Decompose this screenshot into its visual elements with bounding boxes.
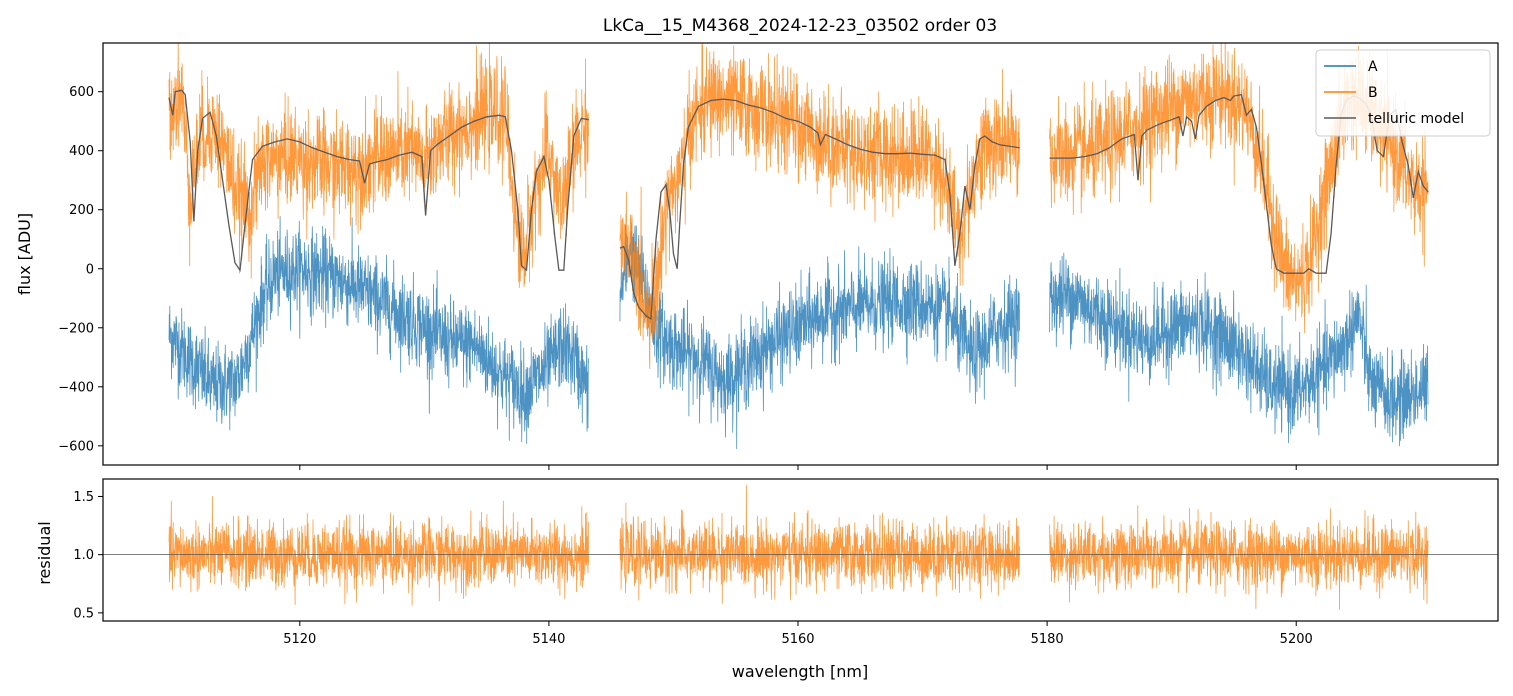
legend-label-a: A (1368, 59, 1378, 75)
flux-series-layer (168, 43, 1429, 450)
flux-y-tick-label: 0 (86, 262, 94, 277)
telluric-model-segment-2 (619, 98, 1020, 320)
chart-title: LkCa__15_M4368_2024-12-23_03502 order 03 (603, 16, 997, 36)
x-tick-label: 5120 (283, 632, 316, 647)
legend-box (1315, 49, 1491, 137)
residual-y-tick-label: 1.0 (73, 548, 94, 563)
flux-y-ticks: 600 400 200 0 −200 −400 −600 (58, 85, 103, 454)
x-tick-label: 5180 (1031, 632, 1064, 647)
residual-y-axis-label: residual (35, 521, 54, 584)
residual-y-ticks: 1.5 1.0 0.5 (73, 490, 103, 621)
residual-x-ticks: 5120 5140 5160 5180 5200 (283, 621, 1313, 647)
flux-y-tick-label: 600 (69, 85, 94, 100)
residual-y-tick-label: 1.5 (73, 490, 94, 505)
flux-series-a-segment-3 (1049, 252, 1429, 447)
flux-y-axis-label: flux [ADU] (15, 213, 34, 295)
legend-label-b: B (1368, 85, 1378, 101)
flux-series-a-segment-2 (619, 217, 1020, 450)
residual-series-segment-2 (619, 484, 1020, 604)
flux-series-b-segment-2 (619, 43, 1020, 370)
flux-panel: 600 400 200 0 −200 −400 −600 flux [ADU] (15, 42, 1499, 470)
telluric-model-segment-3 (1049, 93, 1429, 274)
residual-series-layer (103, 484, 1498, 610)
flux-y-tick-label: −400 (58, 380, 94, 395)
residual-panel: 1.51.00.5 5120 5140 5160 5180 5200 residual … (35, 478, 1499, 681)
x-axis-label: wavelength [nm] (732, 662, 869, 681)
flux-y-tick-label: 200 (69, 203, 94, 218)
x-tick-label: 5140 (532, 632, 565, 647)
flux-series-a-segment-1 (168, 216, 589, 444)
flux-x-ticks (299, 465, 1297, 470)
residual-axes-frame (102, 478, 1499, 622)
flux-y-tick-label: 400 (69, 144, 94, 159)
flux-y-tick-label: −200 (58, 321, 94, 336)
x-tick-label: 5160 (781, 632, 814, 647)
telluric-model-segment-1 (168, 89, 589, 273)
flux-y-tick-label: −600 (58, 439, 94, 454)
residual-series-segment-3 (1049, 505, 1429, 610)
legend-label-telluric: telluric model (1368, 111, 1464, 127)
legend: A B telluric model (1315, 49, 1491, 137)
x-tick-label: 5200 (1280, 632, 1313, 647)
residual-y-tick-label: 0.5 (73, 606, 94, 621)
flux-series-b-segment-1 (168, 43, 589, 288)
residual-series-segment-1 (168, 496, 589, 606)
flux-axes-frame (102, 42, 1499, 466)
